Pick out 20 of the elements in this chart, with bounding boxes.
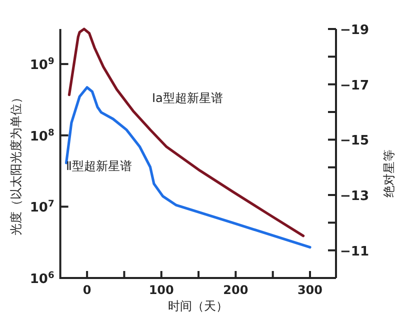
y2-tick-label: −11 (340, 244, 369, 260)
y-tick-label: 10$^{9}$ (30, 57, 54, 74)
x-tick-label: 0 (82, 283, 92, 297)
series-label: Ⅱ型超新星谱 (66, 159, 132, 173)
line-series (64, 86, 312, 249)
x-tick-label: 200 (223, 283, 248, 297)
y-tick-label: 10$^{8}$ (30, 128, 54, 144)
series-label: Ⅰa型超新星谱 (152, 91, 223, 105)
y2-axis-title: 绝对星等 (382, 150, 396, 198)
y2-tick-label: −17 (340, 78, 369, 94)
y2-tick-label: −19 (340, 23, 369, 38)
y-tick-label: 10$^{7}$ (30, 200, 54, 216)
y2-tick-label: −15 (340, 134, 369, 149)
y-tick-label: 10$^{6}$ (30, 271, 54, 287)
y2-tick-label: −13 (340, 189, 369, 204)
x-tick-label: 100 (148, 283, 174, 297)
y-axis-title: 光度（以太阳光度为单位） (9, 92, 23, 236)
x-tick-label: 300 (297, 283, 323, 297)
x-axis-title: 时间（天） (168, 299, 228, 313)
line-series (68, 28, 305, 238)
